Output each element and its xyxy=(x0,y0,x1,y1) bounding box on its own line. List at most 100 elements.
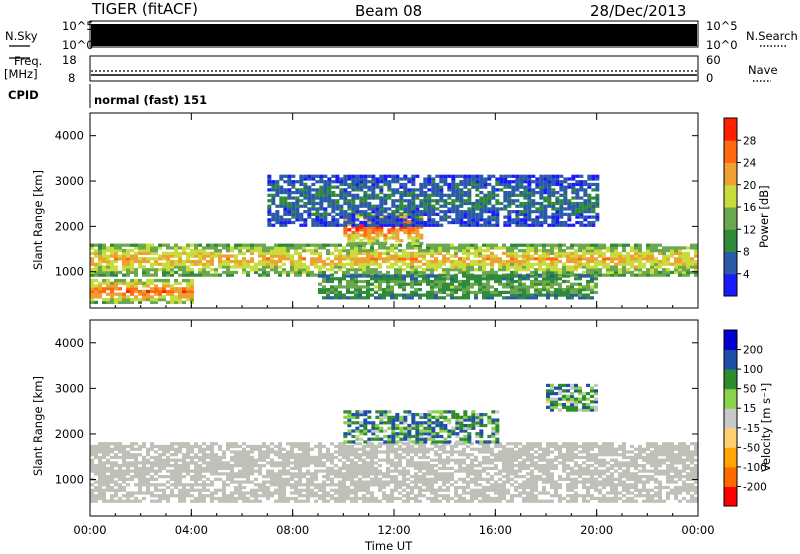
power-cell xyxy=(287,204,292,208)
velocity-cell xyxy=(130,461,134,465)
power-cell xyxy=(546,277,550,281)
power-cell xyxy=(134,281,138,285)
power-cell xyxy=(415,241,420,246)
power-cell xyxy=(311,212,316,216)
power-cell xyxy=(506,262,510,266)
velocity-cell xyxy=(222,488,226,492)
power-cell xyxy=(519,223,524,227)
velocity-cell xyxy=(406,491,410,495)
power-cell xyxy=(566,254,570,258)
power-cell xyxy=(538,259,542,264)
power-cell xyxy=(362,270,366,275)
power-cell xyxy=(291,185,296,189)
velocity-cell xyxy=(122,485,126,490)
power-cell xyxy=(414,288,418,292)
velocity-cell xyxy=(298,488,302,492)
velocity-cell xyxy=(126,483,130,487)
power-cell xyxy=(642,270,646,275)
velocity-cell xyxy=(134,496,138,501)
power-cell xyxy=(387,223,392,227)
power-cell xyxy=(466,262,470,266)
power-cell xyxy=(350,243,354,247)
power-cell xyxy=(450,290,454,294)
power-cell xyxy=(450,288,454,292)
power-cell xyxy=(626,259,630,264)
power-cell xyxy=(418,246,422,250)
velocity-cell xyxy=(314,494,318,498)
velocity-cell xyxy=(130,453,134,457)
power-cell xyxy=(238,262,242,266)
power-cell xyxy=(471,220,476,225)
power-cell xyxy=(466,277,470,281)
velocity-cell xyxy=(130,442,134,446)
power-cell xyxy=(515,210,520,214)
power-cell xyxy=(654,259,658,264)
power-cell xyxy=(166,281,170,285)
power-cell xyxy=(278,270,282,275)
velocity-cell xyxy=(214,496,218,501)
velocity-cell xyxy=(186,483,190,487)
power-cell xyxy=(458,246,462,250)
velocity-cell xyxy=(290,474,294,479)
power-cell xyxy=(543,199,548,203)
power-cell xyxy=(618,270,622,275)
power-cell xyxy=(499,201,504,206)
power-cell xyxy=(574,265,578,269)
colorbar-tick-label: 4 xyxy=(743,269,750,281)
velocity-cell xyxy=(270,458,274,462)
power-cell xyxy=(402,251,406,255)
power-cell xyxy=(379,230,384,235)
velocity-cell xyxy=(346,491,350,495)
power-cell xyxy=(347,193,352,197)
power-cell xyxy=(298,273,302,277)
power-cell xyxy=(478,279,482,284)
power-cell xyxy=(306,243,310,247)
velocity-cell xyxy=(286,496,290,501)
power-cell xyxy=(666,262,670,266)
colorbar-swatch xyxy=(724,140,737,163)
freq-frame xyxy=(89,55,699,82)
power-cell xyxy=(598,259,602,264)
power-cell xyxy=(122,243,126,247)
power-cell xyxy=(351,182,356,187)
power-cell xyxy=(158,246,162,250)
power-cell xyxy=(371,230,376,235)
power-cell xyxy=(351,241,356,246)
velocity-cell xyxy=(346,488,350,492)
power-cell xyxy=(527,223,532,227)
power-cell xyxy=(455,212,460,216)
power-cell xyxy=(442,246,446,250)
velocity-cell xyxy=(234,442,238,446)
velocity-cell xyxy=(158,453,162,457)
power-cell xyxy=(538,262,542,266)
velocity-cell xyxy=(298,455,302,460)
power-cell xyxy=(690,257,694,261)
power-cell xyxy=(178,265,182,269)
velocity-cell xyxy=(366,442,370,446)
power-cell xyxy=(154,287,158,291)
power-cell xyxy=(447,196,452,200)
power-cell xyxy=(630,257,634,261)
power-cell xyxy=(198,257,202,261)
velocity-cell xyxy=(410,464,414,468)
velocity-cell xyxy=(338,483,342,487)
velocity-cell xyxy=(166,496,170,501)
power-cell xyxy=(411,182,416,187)
power-cell xyxy=(262,249,266,253)
power-cell xyxy=(451,220,456,225)
velocity-cell xyxy=(474,496,478,501)
power-cell xyxy=(102,246,106,250)
power-cell xyxy=(351,239,356,243)
power-cell xyxy=(434,279,438,284)
velocity-cell xyxy=(266,488,270,492)
power-cell xyxy=(507,199,512,203)
power-cell xyxy=(214,254,218,258)
power-cell xyxy=(543,210,548,214)
power-cell xyxy=(682,265,686,269)
velocity-cell xyxy=(470,472,474,476)
velocity-cell xyxy=(474,458,478,462)
velocity-cell xyxy=(390,488,394,492)
power-cell xyxy=(190,298,194,302)
power-cell xyxy=(363,182,368,187)
velocity-cell xyxy=(114,464,118,468)
